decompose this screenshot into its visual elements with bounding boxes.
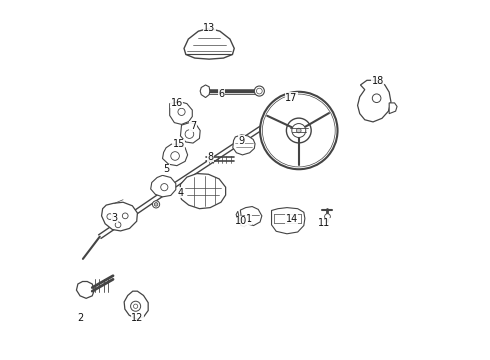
Polygon shape xyxy=(101,202,137,231)
Text: 12: 12 xyxy=(131,313,144,323)
Circle shape xyxy=(171,152,179,160)
Circle shape xyxy=(122,213,128,219)
Polygon shape xyxy=(389,103,397,114)
Circle shape xyxy=(296,128,301,133)
Text: 17: 17 xyxy=(286,93,298,103)
Polygon shape xyxy=(180,174,225,209)
Polygon shape xyxy=(271,208,305,234)
Circle shape xyxy=(254,86,265,96)
Text: 6: 6 xyxy=(219,89,225,99)
Polygon shape xyxy=(163,144,188,166)
Circle shape xyxy=(154,203,158,206)
Circle shape xyxy=(286,118,311,143)
Circle shape xyxy=(256,88,262,94)
Circle shape xyxy=(324,214,330,220)
Text: 15: 15 xyxy=(172,139,185,149)
Text: 10: 10 xyxy=(235,216,247,226)
Circle shape xyxy=(161,184,168,191)
Text: 7: 7 xyxy=(190,121,196,131)
Text: 8: 8 xyxy=(208,152,214,162)
Circle shape xyxy=(185,130,194,138)
Circle shape xyxy=(262,94,335,167)
Polygon shape xyxy=(180,123,200,143)
Polygon shape xyxy=(170,102,192,125)
Polygon shape xyxy=(236,211,247,226)
Text: 5: 5 xyxy=(163,164,169,174)
Circle shape xyxy=(152,201,160,208)
Polygon shape xyxy=(124,291,148,319)
Text: 18: 18 xyxy=(371,76,384,86)
Circle shape xyxy=(107,214,113,220)
Circle shape xyxy=(178,108,185,116)
Text: 14: 14 xyxy=(286,215,298,224)
Text: 16: 16 xyxy=(171,98,183,108)
Text: 2: 2 xyxy=(77,313,84,323)
Polygon shape xyxy=(184,28,234,59)
Circle shape xyxy=(260,92,338,169)
Circle shape xyxy=(133,304,138,309)
Polygon shape xyxy=(358,80,391,122)
Text: 1: 1 xyxy=(245,215,252,224)
Text: 3: 3 xyxy=(111,213,117,222)
Polygon shape xyxy=(233,135,255,155)
Circle shape xyxy=(372,94,381,103)
Polygon shape xyxy=(151,175,176,197)
Text: 11: 11 xyxy=(318,218,330,228)
Text: 13: 13 xyxy=(203,23,215,33)
Polygon shape xyxy=(76,282,95,298)
Text: 4: 4 xyxy=(177,188,184,198)
Circle shape xyxy=(131,301,141,311)
Circle shape xyxy=(115,222,121,228)
Text: 9: 9 xyxy=(238,136,245,145)
Polygon shape xyxy=(200,85,210,98)
Polygon shape xyxy=(240,207,262,226)
Circle shape xyxy=(292,123,306,138)
